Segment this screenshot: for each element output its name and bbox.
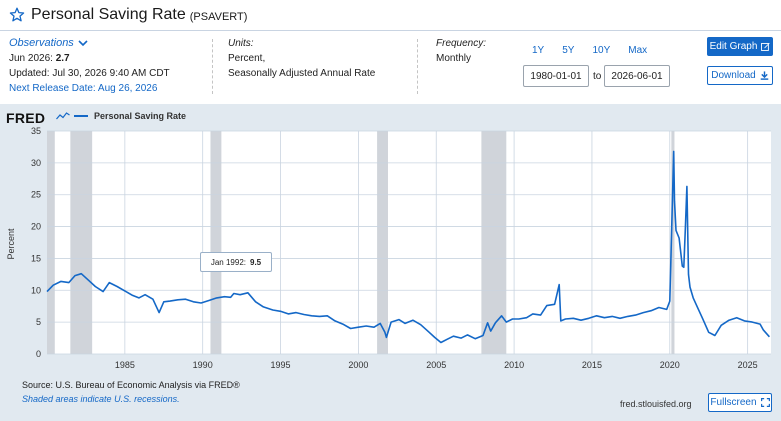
start-date-input[interactable]: 1980-01-01 bbox=[523, 65, 589, 87]
chevron-down-icon bbox=[78, 40, 88, 47]
chart-legend: Personal Saving Rate bbox=[56, 111, 186, 121]
legend-label: Personal Saving Rate bbox=[94, 111, 187, 121]
x-tick-label: 1985 bbox=[115, 360, 135, 370]
latest-date: Jun 2026: bbox=[9, 53, 53, 64]
series-metadata: Observations Jun 2026: 2.7 Updated: Jul … bbox=[0, 31, 781, 99]
divider bbox=[417, 39, 418, 94]
latest-value: 2.7 bbox=[55, 53, 70, 64]
units-line-2: Seasonally Adjusted Annual Rate bbox=[228, 68, 376, 79]
observations-label: Observations bbox=[9, 37, 74, 49]
x-tick-label: 2010 bbox=[504, 360, 524, 370]
y-tick-label: 30 bbox=[31, 158, 41, 168]
star-icon[interactable] bbox=[9, 7, 25, 23]
series-code: (PSAVERT) bbox=[189, 11, 248, 23]
edit-icon bbox=[761, 42, 771, 51]
tooltip-date: Jan 1992: bbox=[210, 257, 246, 267]
x-tick-label: 2025 bbox=[738, 360, 758, 370]
download-label: Download bbox=[711, 70, 756, 81]
units-line-1: Percent, bbox=[228, 53, 266, 64]
recession-note: Shaded areas indicate U.S. recessions. bbox=[22, 394, 180, 404]
x-tick-label: 1990 bbox=[193, 360, 213, 370]
x-tick-label: 2005 bbox=[426, 360, 446, 370]
end-date-input[interactable]: 2026-06-01 bbox=[604, 65, 670, 87]
source-note: Source: U.S. Bureau of Economic Analysis… bbox=[22, 380, 240, 390]
units-label: Units: bbox=[228, 38, 254, 49]
y-tick-label: 0 bbox=[36, 349, 41, 359]
recession-band bbox=[47, 131, 55, 354]
next-release-link[interactable]: Next Release Date: Aug 26, 2026 bbox=[9, 83, 158, 94]
edit-graph-label: Edit Graph bbox=[709, 41, 758, 52]
y-tick-label: 10 bbox=[31, 285, 41, 295]
y-tick-label: 25 bbox=[31, 190, 41, 200]
tooltip-value: 9.5 bbox=[250, 257, 262, 267]
page-title: Personal Saving Rate bbox=[31, 6, 186, 23]
fred-site-link[interactable]: fred.stlouisfed.org bbox=[620, 399, 692, 409]
plot-area bbox=[47, 131, 771, 354]
y-tick-label: 5 bbox=[36, 317, 41, 327]
title-bar: Personal Saving Rate (PSAVERT) bbox=[0, 0, 781, 30]
range-5y-button[interactable]: 5Y bbox=[562, 45, 575, 56]
observations-block: Observations Jun 2026: 2.7 Updated: Jul … bbox=[9, 36, 170, 104]
range-buttons: 1Y 5Y 10Y Max bbox=[532, 45, 665, 56]
recession-band bbox=[481, 131, 507, 354]
y-axis-label: Percent bbox=[6, 228, 16, 260]
divider bbox=[212, 39, 213, 94]
recession-band bbox=[377, 131, 388, 354]
series-line-personal-saving-rate bbox=[46, 150, 770, 344]
fullscreen-icon bbox=[760, 398, 770, 407]
x-tick-label: 1995 bbox=[271, 360, 291, 370]
chart-tooltip: Jan 1992: 9.5 bbox=[200, 252, 272, 272]
title-divider bbox=[0, 30, 781, 31]
y-tick-label: 15 bbox=[31, 253, 41, 263]
recession-band bbox=[70, 131, 93, 354]
units-block: Units: Percent, Seasonally Adjusted Annu… bbox=[228, 36, 375, 104]
range-10y-button[interactable]: 10Y bbox=[592, 45, 611, 56]
frequency-value: Monthly bbox=[436, 53, 472, 64]
download-button[interactable]: Download bbox=[707, 66, 773, 85]
fred-logo: FRED bbox=[6, 110, 46, 126]
chart-icon bbox=[56, 112, 70, 120]
latest-observation: Jun 2026: 2.7 bbox=[9, 51, 170, 66]
date-to-label: to bbox=[593, 71, 602, 82]
fullscreen-label: Fullscreen bbox=[710, 397, 757, 408]
frequency-label: Frequency: bbox=[436, 38, 487, 49]
recession-band bbox=[671, 131, 675, 354]
range-max-button[interactable]: Max bbox=[628, 45, 648, 56]
frequency-block: Frequency: Monthly bbox=[436, 36, 486, 104]
y-tick-label: 35 bbox=[31, 126, 41, 136]
observations-dropdown[interactable]: Observations bbox=[9, 36, 170, 51]
updated-text: Updated: Jul 30, 2026 9:40 AM CDT bbox=[9, 68, 170, 79]
edit-graph-button[interactable]: Edit Graph bbox=[707, 37, 773, 56]
x-tick-label: 2000 bbox=[348, 360, 368, 370]
x-tick-label: 2020 bbox=[660, 360, 680, 370]
y-tick-label: 20 bbox=[31, 222, 41, 232]
legend-swatch bbox=[74, 115, 88, 117]
range-1y-button[interactable]: 1Y bbox=[532, 45, 545, 56]
fullscreen-button[interactable]: Fullscreen bbox=[708, 393, 772, 412]
download-icon bbox=[760, 71, 769, 80]
recession-band bbox=[210, 131, 222, 354]
x-tick-label: 2015 bbox=[582, 360, 602, 370]
